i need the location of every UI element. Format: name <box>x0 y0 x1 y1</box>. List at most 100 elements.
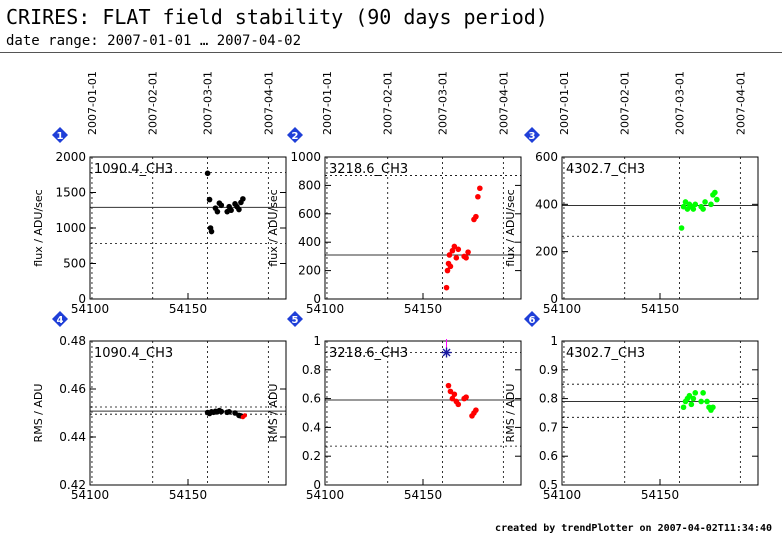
x-tick-label: 54100 <box>71 302 109 316</box>
y-tick-label: 0 <box>78 292 86 306</box>
data-point <box>700 206 706 212</box>
data-point <box>204 170 211 177</box>
plot-frame <box>561 156 759 300</box>
data-point <box>444 267 451 274</box>
data-point <box>240 196 246 202</box>
panel-number: 3 <box>529 131 536 142</box>
data-point <box>692 390 699 396</box>
data-point <box>690 206 697 212</box>
panel-2: 0 200 400 600 800 1000 54100 54150 flux / ADU/se… <box>267 71 522 316</box>
x-tick-label: 54100 <box>306 302 344 316</box>
panel-1: 0 500 1000 1500 2000 54100 54150 flux / ADU/sec… <box>32 71 287 316</box>
data-point <box>451 391 458 398</box>
x-tick-label: 54150 <box>404 488 442 502</box>
data-point <box>218 202 225 209</box>
data-point <box>678 225 685 231</box>
y-axis-label: flux / ADU/sec <box>504 189 517 266</box>
data-point <box>686 392 693 399</box>
channel-label: 4302.7_CH3 <box>566 346 645 361</box>
date-tick-label: 2007-01-01 <box>86 71 99 135</box>
date-tick-label: 2007-03-01 <box>674 71 687 135</box>
panel-5: 0 0.2 0.4 0.6 0.8 1 54100 54150 RMS / ADU 3218.6_… <box>267 311 522 502</box>
panel-badge-icon <box>287 127 303 143</box>
data-point <box>208 228 215 235</box>
footer-credit: created by trendPlotter on 2007-04-02T11… <box>495 523 772 534</box>
channel-label: 1090.4_CH3 <box>94 162 173 177</box>
y-tick-label: 0.9 <box>539 363 558 377</box>
panel-badge-icon <box>52 127 68 143</box>
x-tick-label: 54100 <box>306 488 344 502</box>
channel-label: 3218.6_CH3 <box>329 162 408 177</box>
data-point <box>463 255 469 261</box>
panel-3: 0 200 400 600 54100 54150 flux / ADU/sec 4302.7… <box>504 71 759 316</box>
y-tick-label: 0.4 <box>302 420 321 434</box>
date-tick-label: 2007-04-01 <box>734 71 747 135</box>
data-point <box>214 208 221 215</box>
data-point <box>447 388 454 395</box>
data-point <box>698 398 704 405</box>
data-point <box>451 243 458 250</box>
panel-badge-icon <box>287 311 303 327</box>
y-tick-label: 0.46 <box>59 382 86 396</box>
date-tick-label: 2007-02-01 <box>619 71 632 135</box>
data-point <box>704 398 710 405</box>
date-tick-label: 2007-02-01 <box>147 71 160 135</box>
data-point <box>702 199 708 205</box>
date-range: date range: 2007-01-01 … 2007-04-02 <box>6 33 302 49</box>
y-tick-label: 2000 <box>55 150 86 164</box>
data-point <box>242 413 248 418</box>
star-marker <box>442 348 451 357</box>
data-point <box>443 284 450 291</box>
data-point <box>714 196 720 203</box>
panel-badge-icon <box>52 311 68 327</box>
y-tick-label: 800 <box>298 178 321 192</box>
date-tick-label: 2007-04-01 <box>497 71 510 135</box>
y-tick-label: 0.42 <box>59 478 86 492</box>
y-tick-label: 0.6 <box>539 449 558 463</box>
x-tick-label: 54150 <box>641 302 679 316</box>
data-point <box>463 394 469 400</box>
x-tick-label: 54150 <box>169 488 207 502</box>
x-tick-label: 54150 <box>641 488 679 502</box>
header-divider <box>0 52 782 53</box>
data-point <box>700 390 706 396</box>
date-tick-label: 2007-01-01 <box>558 71 571 135</box>
y-tick-label: 400 <box>298 235 321 249</box>
data-point <box>465 249 471 255</box>
data-point <box>228 207 234 214</box>
y-tick-label: 0.6 <box>302 392 321 406</box>
y-tick-label: 600 <box>535 150 558 164</box>
y-tick-label: 1000 <box>290 150 321 164</box>
y-tick-label: 400 <box>535 197 558 211</box>
data-point <box>475 193 481 200</box>
data-point <box>712 189 718 196</box>
y-axis-label: flux / ADU/sec <box>32 189 45 266</box>
data-point <box>218 408 225 415</box>
plot-frame <box>324 156 522 300</box>
y-axis-label: RMS / ADU <box>267 384 280 443</box>
y-tick-label: 0 <box>550 292 558 306</box>
y-tick-label: 0.48 <box>59 334 86 348</box>
data-point <box>449 247 456 254</box>
data-point <box>477 185 483 192</box>
y-tick-label: 0.2 <box>302 449 321 463</box>
y-tick-label: 0.7 <box>539 420 558 434</box>
plot-frame <box>89 340 287 486</box>
date-tick-label: 2007-02-01 <box>382 71 395 135</box>
date-tick-label: 2007-03-01 <box>202 71 215 135</box>
page-title: CRIRES: FLAT field stability (90 days pe… <box>6 5 548 29</box>
y-tick-label: 1000 <box>55 221 86 235</box>
x-tick-label: 54150 <box>404 302 442 316</box>
data-point <box>445 382 452 389</box>
y-tick-label: 500 <box>63 257 86 271</box>
plot-frame <box>89 156 287 300</box>
data-point <box>688 401 695 408</box>
data-point <box>453 255 460 261</box>
y-tick-label: 0 <box>313 292 321 306</box>
plot-frame <box>561 340 759 486</box>
panel-number: 4 <box>57 315 64 326</box>
panel-badge-icon <box>524 127 540 143</box>
y-tick-label: 1 <box>313 334 321 348</box>
x-tick-label: 54100 <box>71 488 109 502</box>
